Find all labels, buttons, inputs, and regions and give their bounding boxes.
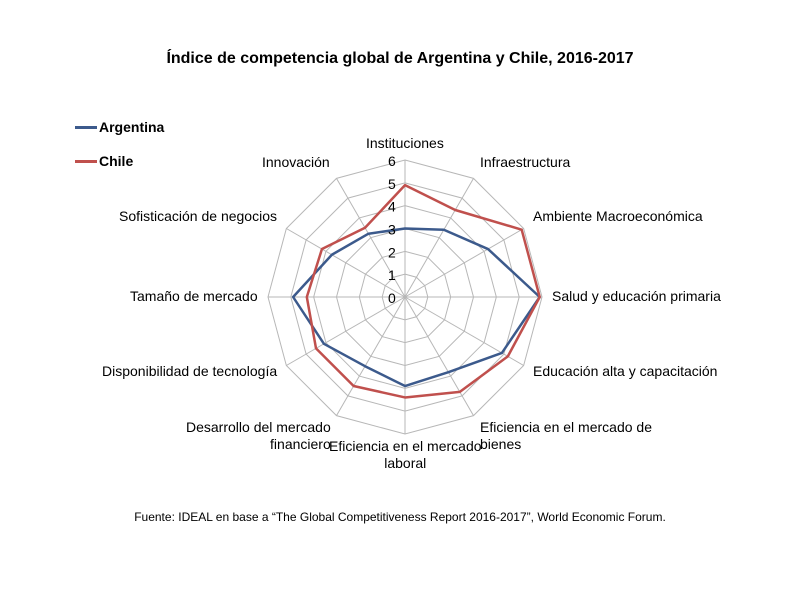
axis-label: Instituciones: [366, 135, 444, 152]
legend-label-chile: Chile: [99, 153, 134, 169]
axis-label: Infraestructura: [480, 154, 570, 171]
grid-spoke: [404, 296, 474, 416]
axis-label-line: laboral: [384, 455, 427, 471]
tick-label: 1: [388, 267, 396, 283]
legend-swatch-chile: [75, 159, 97, 163]
axis-label: Tamaño de mercado: [130, 288, 258, 305]
axis-label-line: Sofisticación de negocios: [119, 208, 277, 224]
source-note: Fuente: IDEAL en base a “The Global Comp…: [134, 510, 666, 524]
tick-label: 5: [388, 176, 396, 192]
axis-label-line: Eficiencia en el mercado: [329, 438, 482, 454]
axis-label-line: Infraestructura: [480, 154, 571, 170]
legend-item-argentina: Argentina: [75, 119, 164, 135]
grid-spoke: [404, 178, 474, 298]
series-line-argentina: [291, 227, 541, 388]
radar-chart: 0 1 2 3 4 5 6: [267, 153, 543, 435]
axis-label-line: Eficiencia en el mercado de: [480, 419, 652, 435]
axis-label: Desarrollo del mercado financiero: [186, 419, 331, 453]
axis-label-line: financiero: [270, 436, 331, 452]
axis-label-line: Disponibilidad de tecnología: [102, 363, 278, 379]
axis-label: Ambiente Macroeconómica: [533, 208, 703, 225]
grid-spoke: [336, 178, 406, 298]
axis-label-line: Innovación: [262, 154, 330, 170]
grid-spoke: [286, 228, 406, 298]
axis-label: Educación alta y capacitación: [533, 363, 717, 380]
series-line-chile: [305, 183, 541, 399]
tick-label: 3: [388, 222, 396, 238]
tick-label: 0: [388, 290, 396, 306]
legend-item-chile: Chile: [75, 153, 133, 169]
axis-label: Disponibilidad de tecnología: [102, 363, 277, 380]
axis-label-line: Instituciones: [366, 135, 444, 151]
legend-swatch-argentina: [75, 125, 97, 129]
tick-label: 6: [388, 153, 396, 169]
chart-title: Índice de competencia global de Argentin…: [166, 50, 634, 67]
axis-label: Innovación: [262, 154, 330, 171]
grid-spoke: [286, 296, 406, 366]
axis-label: Eficiencia en el mercado laboral: [329, 438, 482, 472]
axis-label-line: Salud y educación primaria: [552, 288, 721, 304]
legend-label-argentina: Argentina: [99, 119, 165, 135]
axis-label: Sofisticación de negocios: [119, 208, 277, 225]
grid-spoke: [404, 228, 524, 298]
axis-label-line: Desarrollo del mercado: [186, 419, 331, 435]
axis-label: Eficiencia en el mercado de bienes: [480, 419, 652, 453]
axis-label-line: Educación alta y capacitación: [533, 363, 718, 379]
axis-label-line: Ambiente Macroeconómica: [533, 208, 703, 224]
tick-label: 2: [388, 244, 396, 260]
axis-label-line: bienes: [480, 436, 522, 452]
axis-label-line: Tamaño de mercado: [130, 288, 258, 304]
axis-label: Salud y educación primaria: [552, 288, 721, 305]
grid-spoke: [404, 296, 524, 366]
grid-spoke: [336, 296, 406, 416]
tick-label: 4: [388, 199, 396, 215]
